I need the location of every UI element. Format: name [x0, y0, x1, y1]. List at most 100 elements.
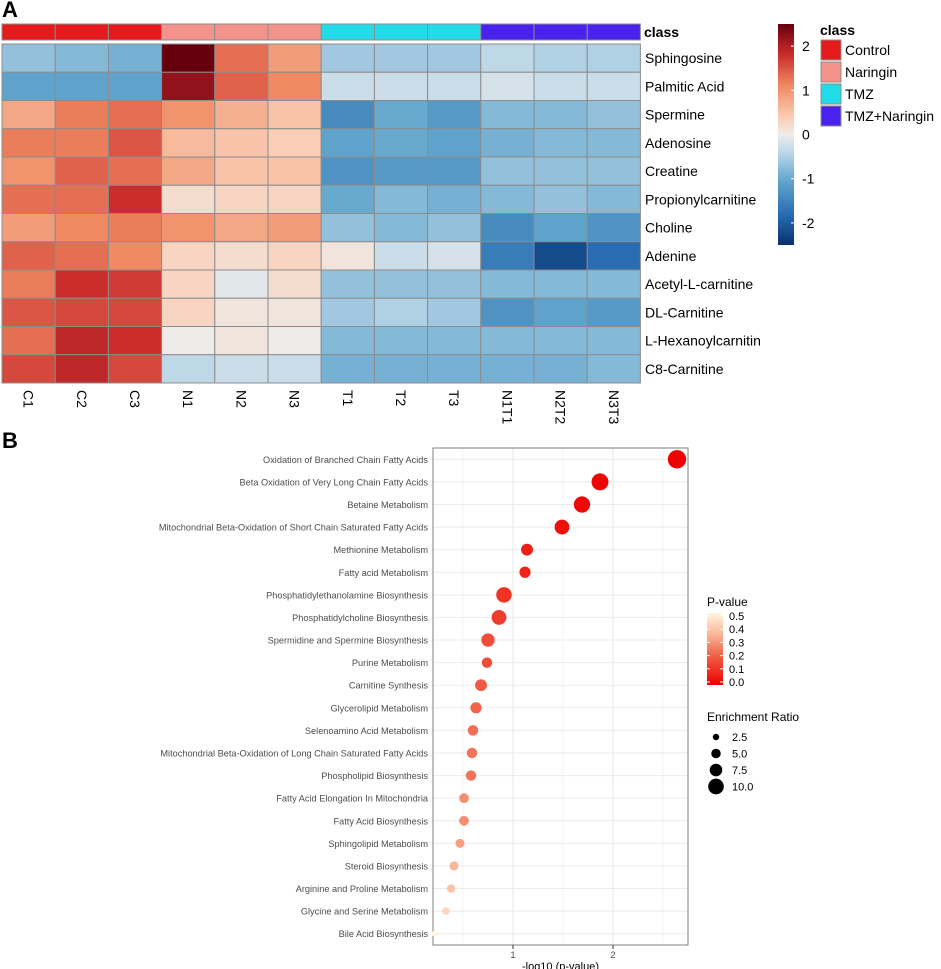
heatmap-cell	[373, 100, 429, 130]
heatmap-cell	[427, 269, 482, 299]
heatmap-row-label: L-Hexanoylcarnitin	[645, 333, 761, 349]
heatmap-cell	[107, 241, 163, 271]
class-bar-cell	[320, 23, 375, 41]
heatmap-cell	[1, 354, 56, 384]
heatmap-cell	[480, 156, 535, 186]
heatmap-cell	[54, 354, 109, 384]
heatmap-cell	[107, 100, 163, 130]
heatmap-column-label: N1T1	[499, 390, 515, 424]
heatmap-column-label: N2	[233, 390, 249, 408]
heatmap-cell	[54, 241, 109, 271]
heatmap-cell	[214, 354, 269, 384]
enrichment-legend-label: 5.0	[732, 749, 747, 761]
heatmap-cell	[107, 71, 163, 101]
pathway-label: Bile Acid Biosynthesis	[339, 929, 429, 939]
heatmap-cell	[54, 297, 109, 327]
heatmap-cell	[214, 128, 269, 158]
heatmap-cell	[161, 156, 216, 186]
heatmap-cell	[427, 128, 482, 158]
heatmap-cell	[214, 100, 269, 130]
heatmap-cell	[480, 354, 535, 384]
heatmap-cell	[586, 156, 641, 186]
heatmap-cell	[1, 43, 56, 73]
heatmap-cell	[586, 100, 641, 130]
pathway-label: Mitochondrial Beta-Oxidation of Short Ch…	[159, 523, 429, 533]
class-bar-cell	[54, 23, 109, 41]
class-legend-swatch	[820, 105, 842, 127]
heatmap-cell	[480, 184, 535, 214]
heatmap-column-label: N2T2	[553, 390, 569, 424]
heatmap-cell	[107, 213, 163, 243]
pvalue-color-bar	[707, 613, 723, 685]
heatmap-column-label: C3	[127, 390, 143, 408]
heatmap-cell	[427, 354, 482, 384]
heatmap-cell	[214, 213, 269, 243]
heatmap-cell	[320, 326, 375, 356]
class-bar-cell	[107, 23, 163, 41]
x-axis-label: -log10 (p-value)	[522, 961, 599, 969]
heatmap-cell	[107, 43, 163, 73]
heatmap-cell	[54, 213, 109, 243]
enrichment-legend-label: 10.0	[732, 782, 753, 794]
enrichment-dot	[449, 861, 459, 871]
heatmap-cell	[586, 184, 641, 214]
class-bar-cell	[214, 23, 269, 41]
heatmap-column-label: C1	[21, 390, 37, 408]
heatmap-cell	[373, 128, 429, 158]
heatmap-cell	[267, 269, 322, 299]
pvalue-legend-title: P-value	[707, 595, 748, 609]
heatmap-cell	[161, 128, 216, 158]
heatmap-cell	[480, 213, 535, 243]
class-bar-cell	[373, 23, 429, 41]
panel-a-label: A	[2, 0, 18, 22]
heatmap-cell	[1, 184, 56, 214]
class-legend-label: TMZ+Naringin	[845, 108, 934, 124]
enrichment-dot	[475, 679, 487, 692]
heatmap-row-label: Propionylcarnitine	[645, 191, 756, 207]
heatmap-cell	[320, 354, 375, 384]
enrichment-legend-label: 2.5	[732, 732, 747, 744]
heatmap-cell	[54, 71, 109, 101]
color-scale-bar	[778, 24, 794, 245]
enrichment-dot	[554, 519, 570, 535]
heatmap-column-label: N3	[287, 390, 303, 408]
heatmap-row-label: Sphingosine	[645, 50, 722, 66]
heatmap-cell	[533, 326, 588, 356]
pathway-label: Purine Metabolism	[352, 658, 428, 668]
pathway-label: Phosphatidylethanolamine Biosynthesis	[266, 590, 428, 600]
heatmap-cell	[320, 297, 375, 327]
heatmap-cell	[54, 156, 109, 186]
enrichment-dot	[521, 543, 533, 556]
heatmap-cell	[533, 100, 588, 130]
heatmap-cell	[373, 71, 429, 101]
heatmap-cell	[373, 156, 429, 186]
pathway-label: Arginine and Proline Metabolism	[296, 884, 429, 894]
heatmap-cell	[427, 43, 482, 73]
class-bar-cell	[427, 23, 482, 41]
enrichment-dot	[466, 747, 478, 759]
heatmap-column-label: T1	[340, 390, 356, 407]
heatmap-row-label: Adenine	[645, 248, 697, 264]
enrichment-dot	[491, 610, 507, 625]
heatmap-row-label: Spermine	[645, 107, 705, 123]
pvalue-tick-label: 0.4	[729, 624, 744, 636]
heatmap-cell	[54, 128, 109, 158]
heatmap-cell	[161, 326, 216, 356]
pathway-label: Oxidation of Branched Chain Fatty Acids	[263, 455, 428, 465]
heatmap-cell	[320, 269, 375, 299]
pathway-label: Betaine Metabolism	[347, 500, 428, 510]
enrichment-legend-dot	[711, 748, 721, 759]
heatmap-cell	[161, 354, 216, 384]
heatmap-cell	[267, 43, 322, 73]
heatmap-cell	[533, 71, 588, 101]
class-legend-title: class	[820, 22, 855, 38]
pvalue-tick-label: 0.0	[729, 677, 744, 689]
enrichment-dot	[470, 702, 482, 714]
color-scale-tick-label: -2	[802, 215, 815, 231]
color-scale-tick-label: 1	[802, 82, 810, 98]
heatmap-cell	[480, 100, 535, 130]
enrichment-dot	[442, 907, 450, 915]
heatmap-cell	[54, 184, 109, 214]
heatmap-cell	[586, 71, 641, 101]
heatmap-cell	[267, 100, 322, 130]
